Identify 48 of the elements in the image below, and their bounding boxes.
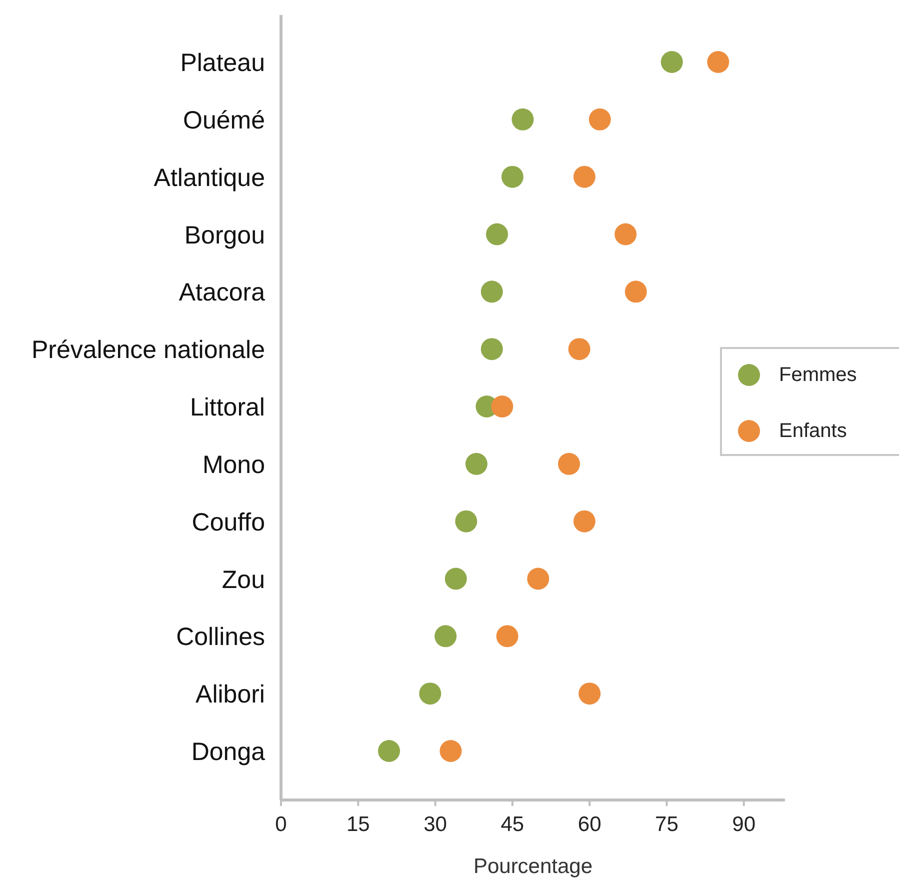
point	[486, 223, 508, 246]
point	[455, 510, 478, 532]
y-tick-label: Littoral	[190, 394, 265, 422]
point	[624, 280, 647, 303]
point	[419, 682, 442, 705]
y-tick-label: Mono	[202, 450, 265, 479]
x-tick-label: 30	[424, 813, 447, 836]
point	[568, 338, 590, 360]
point	[434, 625, 457, 648]
y-tick-label: Alibori	[196, 680, 265, 709]
y-tick-label: Atlantique	[154, 164, 265, 192]
point	[465, 452, 488, 475]
point	[707, 51, 730, 73]
x-tick-label: 90	[732, 813, 756, 836]
point	[480, 280, 503, 303]
y-tick-label: Plateau	[180, 49, 265, 77]
x-tick-label: 75	[655, 813, 678, 836]
x-tick-label: 60	[578, 813, 602, 836]
legend-label: Femmes	[779, 364, 857, 386]
point	[444, 568, 467, 590]
point	[491, 396, 514, 418]
point	[578, 682, 601, 705]
x-tick-label: 0	[275, 813, 287, 836]
x-tick-label: 45	[500, 813, 524, 836]
y-tick-label: Atacora	[178, 278, 266, 307]
point	[614, 223, 637, 246]
point	[660, 51, 683, 73]
point	[496, 625, 518, 648]
point	[440, 740, 462, 762]
y-tick-label: Couffo	[192, 508, 265, 536]
y-tick-label: Donga	[191, 738, 266, 766]
point	[558, 452, 580, 475]
point	[573, 166, 596, 188]
point	[480, 338, 503, 360]
y-tick-label: Borgou	[184, 221, 265, 250]
point	[527, 568, 550, 590]
point	[512, 108, 534, 130]
point	[501, 166, 524, 188]
y-tick-label: Collines	[176, 623, 265, 652]
point	[378, 740, 400, 762]
point	[588, 108, 611, 130]
y-tick-label: Zou	[222, 566, 265, 594]
legend-label: Enfants	[779, 420, 847, 442]
y-tick-label: Ouémé	[183, 106, 265, 134]
x-axis-title: Pourcentage	[473, 855, 593, 878]
point	[573, 510, 596, 532]
y-tick-label: Prévalence nationale	[32, 336, 265, 364]
x-tick-label: 15	[346, 813, 370, 836]
